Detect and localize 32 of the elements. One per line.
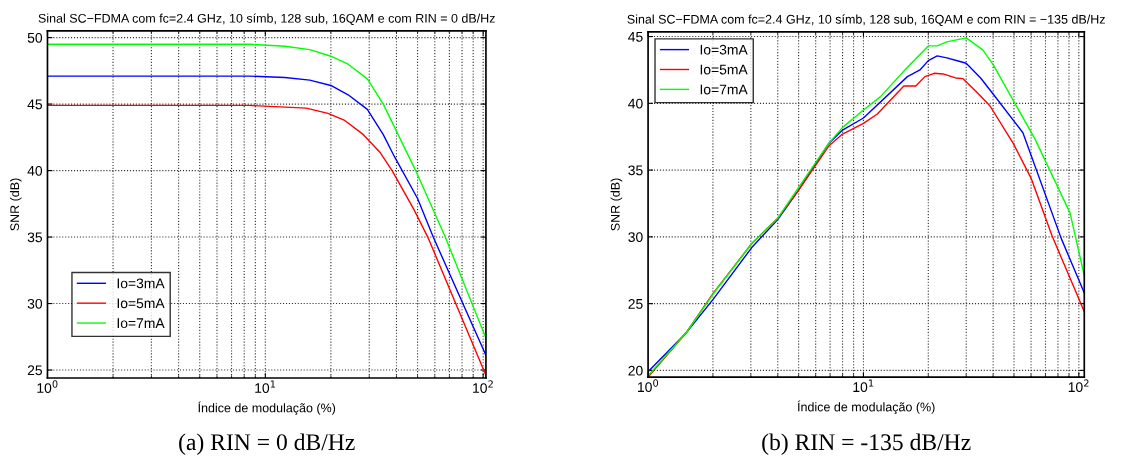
y-tick-label: 25 <box>628 298 643 309</box>
y-tick-label: 50 <box>27 32 43 43</box>
legend-label: Io=7mA <box>117 318 165 329</box>
y-axis-title: SNR (dB) <box>610 178 623 231</box>
x-tick-label: 10$^{2}$ <box>1068 379 1089 393</box>
y-tick-label: 30 <box>628 232 643 243</box>
y-tick-label: 40 <box>27 165 43 176</box>
x-tick-label: 10$^{0}$ <box>37 380 58 393</box>
y-tick-label: 35 <box>628 165 643 176</box>
text: (b) RIN = -135 dB/Hz <box>762 433 971 455</box>
x-tick-label: 10$^{1}$ <box>255 380 276 393</box>
chart-title: Sinal SC−FDMA com fc=2.4 GHz, 10 símb, 128 sub, 16QAM e com RIN = −135 dB/Hz <box>627 14 1105 26</box>
y-axis-title: SNR (dB) <box>9 178 22 231</box>
y-tick-label: 20 <box>628 365 643 376</box>
x-axis-title: Índice de modulação (%) <box>198 401 336 415</box>
legend-label: Io=3mA <box>700 44 748 55</box>
x-tick-label: 10$^{1}$ <box>853 379 874 393</box>
y-tick-label: 30 <box>27 298 43 309</box>
y-tick-label: 35 <box>27 232 43 243</box>
y-tick-label: 25 <box>27 365 43 376</box>
x-tick-label: 10$^{2}$ <box>473 380 493 393</box>
y-tick-label: 45 <box>628 32 643 42</box>
chart-title: Sinal SC−FDMA com fc=2.4 GHz, 10 símb, 128 sub, 16QAM e com RIN = 0 dB/Hz <box>38 13 495 25</box>
legend-label: Io=7mA <box>700 84 748 95</box>
legend-label: Io=5mA <box>117 298 165 309</box>
y-tick-label: 40 <box>628 98 643 109</box>
y-tick-label: 45 <box>27 99 43 110</box>
x-axis-title: Índice de modulação (%) <box>797 400 935 414</box>
legend-label: Io=3mA <box>117 278 165 289</box>
x-tick-label: 10$^{0}$ <box>638 379 659 393</box>
text: (a) RIN = 0 dB/Hz <box>179 433 355 455</box>
legend-label: Io=5mA <box>700 64 748 75</box>
